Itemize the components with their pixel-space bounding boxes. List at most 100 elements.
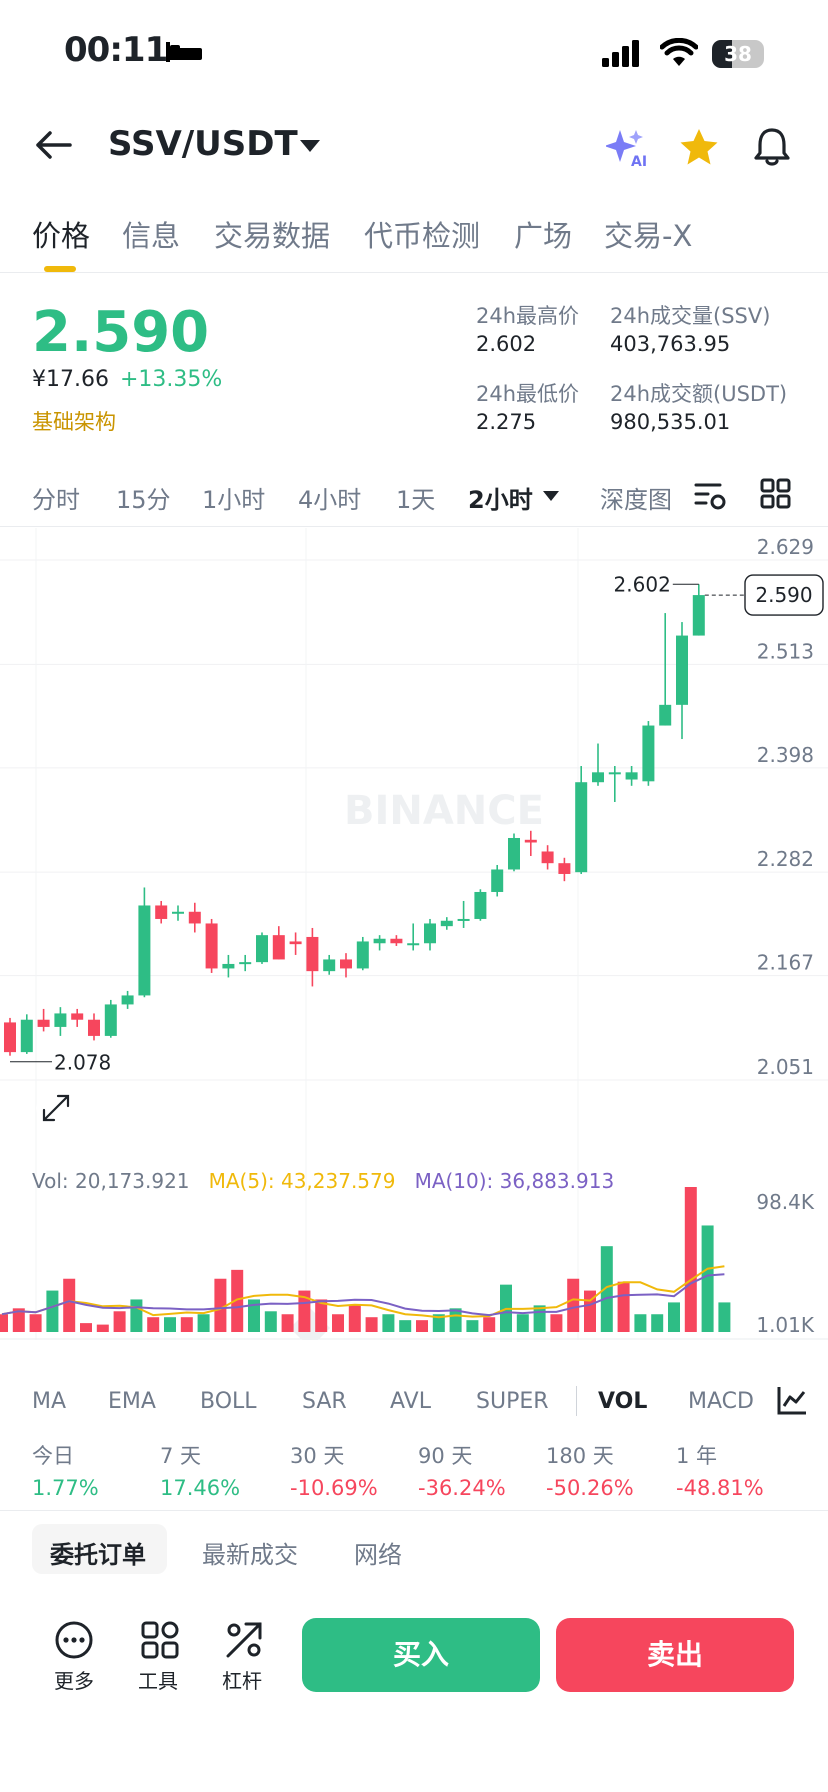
stat-volume-value: 403,763.95 [610,332,731,356]
indicator-super[interactable]: SUPER [476,1389,549,1414]
interval-15m[interactable]: 15分 [116,486,171,514]
candle-body [508,837,520,870]
performance-label: 1 年 [676,1444,718,1468]
layout-grid-icon[interactable] [760,478,792,510]
candle-body [138,905,151,996]
tab-network[interactable]: 网络 [354,1541,402,1569]
performance-label: 180 天 [546,1444,614,1468]
candle-body [474,891,487,919]
volume-bar [600,1246,613,1332]
volume-bar [483,1317,496,1332]
interval-depth[interactable]: 深度图 [600,486,672,514]
candle-body [659,704,672,726]
bell-icon[interactable] [752,126,792,166]
status-time: 00:11 [64,30,168,70]
y-tick-label: 2.051 [757,1055,814,1079]
candle-body [407,943,420,946]
candle-body [424,923,436,944]
volume-bar [0,1314,8,1332]
tab-token-check[interactable]: 代币检测 [364,219,481,253]
pair-title[interactable]: SSV/USDT [108,124,298,164]
interval-4h[interactable]: 4小时 [298,486,362,514]
y-tick-label: 2.629 [757,535,814,559]
tab-latest-trades[interactable]: 最新成交 [202,1541,298,1569]
indicator-chart-icon[interactable] [776,1384,808,1416]
sell-button[interactable]: 卖出 [556,1618,794,1692]
stat-amount-value: 980,535.01 [610,410,731,434]
indicator-vol[interactable]: VOL [598,1389,648,1414]
favorite-star-icon[interactable] [678,127,720,167]
candle-body [256,935,268,963]
tab-price[interactable]: 价格 [32,219,91,253]
candle-body [54,1013,67,1027]
leverage-label[interactable]: 杠杆 [222,1669,262,1693]
volume-bar [550,1314,563,1332]
y-tick-label: 2.282 [757,847,814,871]
indicator-ma[interactable]: MA [32,1389,67,1414]
candle-body [121,995,134,1005]
chart-settings-icon[interactable] [694,480,728,512]
caret-down-icon[interactable] [298,138,322,154]
interval-1d[interactable]: 1天 [396,486,436,514]
volume-bar [130,1299,143,1332]
volume-bar [516,1314,529,1332]
tab-trade-x[interactable]: 交易-X [604,219,693,253]
volume-bar [264,1311,277,1332]
y-axis-labels: 2.629 2.513 2.398 2.282 2.167 2.051 98.4K 1.01K [756,535,815,1337]
tools-label[interactable]: 工具 [138,1669,178,1693]
tab-trading-data[interactable]: 交易数据 [214,219,331,253]
volume-bar [348,1305,361,1332]
ai-sparkle-icon[interactable]: AI [606,128,648,168]
indicator-avl[interactable]: AVL [390,1389,431,1414]
performance-value: 1.77% [32,1476,99,1500]
volume-bar [29,1314,42,1332]
sleep-mode-icon [166,42,202,62]
candle-body [20,1019,33,1053]
candle-body [222,963,235,969]
volume-bar [180,1317,193,1332]
candle-body [188,911,201,924]
interval-1h[interactable]: 1小时 [202,486,266,514]
tab-open-orders[interactable]: 委托订单 [50,1541,146,1569]
more-label[interactable]: 更多 [54,1669,94,1693]
volume-bar [332,1314,344,1332]
watermark-text: BINANCE [344,788,544,834]
volume-bar [298,1290,311,1332]
low-marker-label: 2.078 [54,1051,111,1075]
candlestick-chart[interactable]: BINANCE 2.629 2.513 2.398 2.282 2.167 2.051 98… [0,528,828,1340]
expand-chart-icon[interactable] [36,1088,76,1128]
indicator-boll[interactable]: BOLL [200,1389,257,1414]
stat-volume-label: 24h成交量(SSV) [610,304,771,328]
volume-bar [651,1314,664,1332]
candle-body [457,918,470,921]
battery-icon: 38 [712,40,764,68]
category-tag[interactable]: 基础架构 [32,410,116,434]
tab-info[interactable]: 信息 [122,219,181,253]
volume-bar [147,1317,160,1332]
candle-body [592,772,604,783]
candle-body [37,1019,50,1027]
tab-indicator [44,266,76,272]
back-arrow-icon[interactable] [34,130,74,160]
candle-body [104,1004,117,1036]
indicator-ema[interactable]: EMA [108,1389,156,1414]
interval-caret-icon[interactable] [542,490,560,502]
buy-button[interactable]: 买入 [302,1618,540,1692]
more-icon[interactable] [54,1620,94,1660]
tools-icon[interactable] [140,1620,180,1660]
stat-high-value: 2.602 [476,332,537,356]
candle-body [440,920,453,927]
candle-body [676,635,688,705]
volume-bar [432,1314,445,1332]
interval-time[interactable]: 分时 [32,486,80,514]
tab-square[interactable]: 广场 [514,219,573,253]
order-tab-highlight [32,1524,167,1574]
interval-2h[interactable]: 2小时 [468,486,533,514]
indicator-sar[interactable]: SAR [302,1389,347,1414]
indicator-macd[interactable]: MACD [688,1389,754,1414]
volume-bar [466,1320,479,1332]
leverage-icon[interactable] [224,1620,264,1660]
candle-body [4,1022,16,1053]
divider [0,272,828,273]
candle-body [575,782,588,873]
